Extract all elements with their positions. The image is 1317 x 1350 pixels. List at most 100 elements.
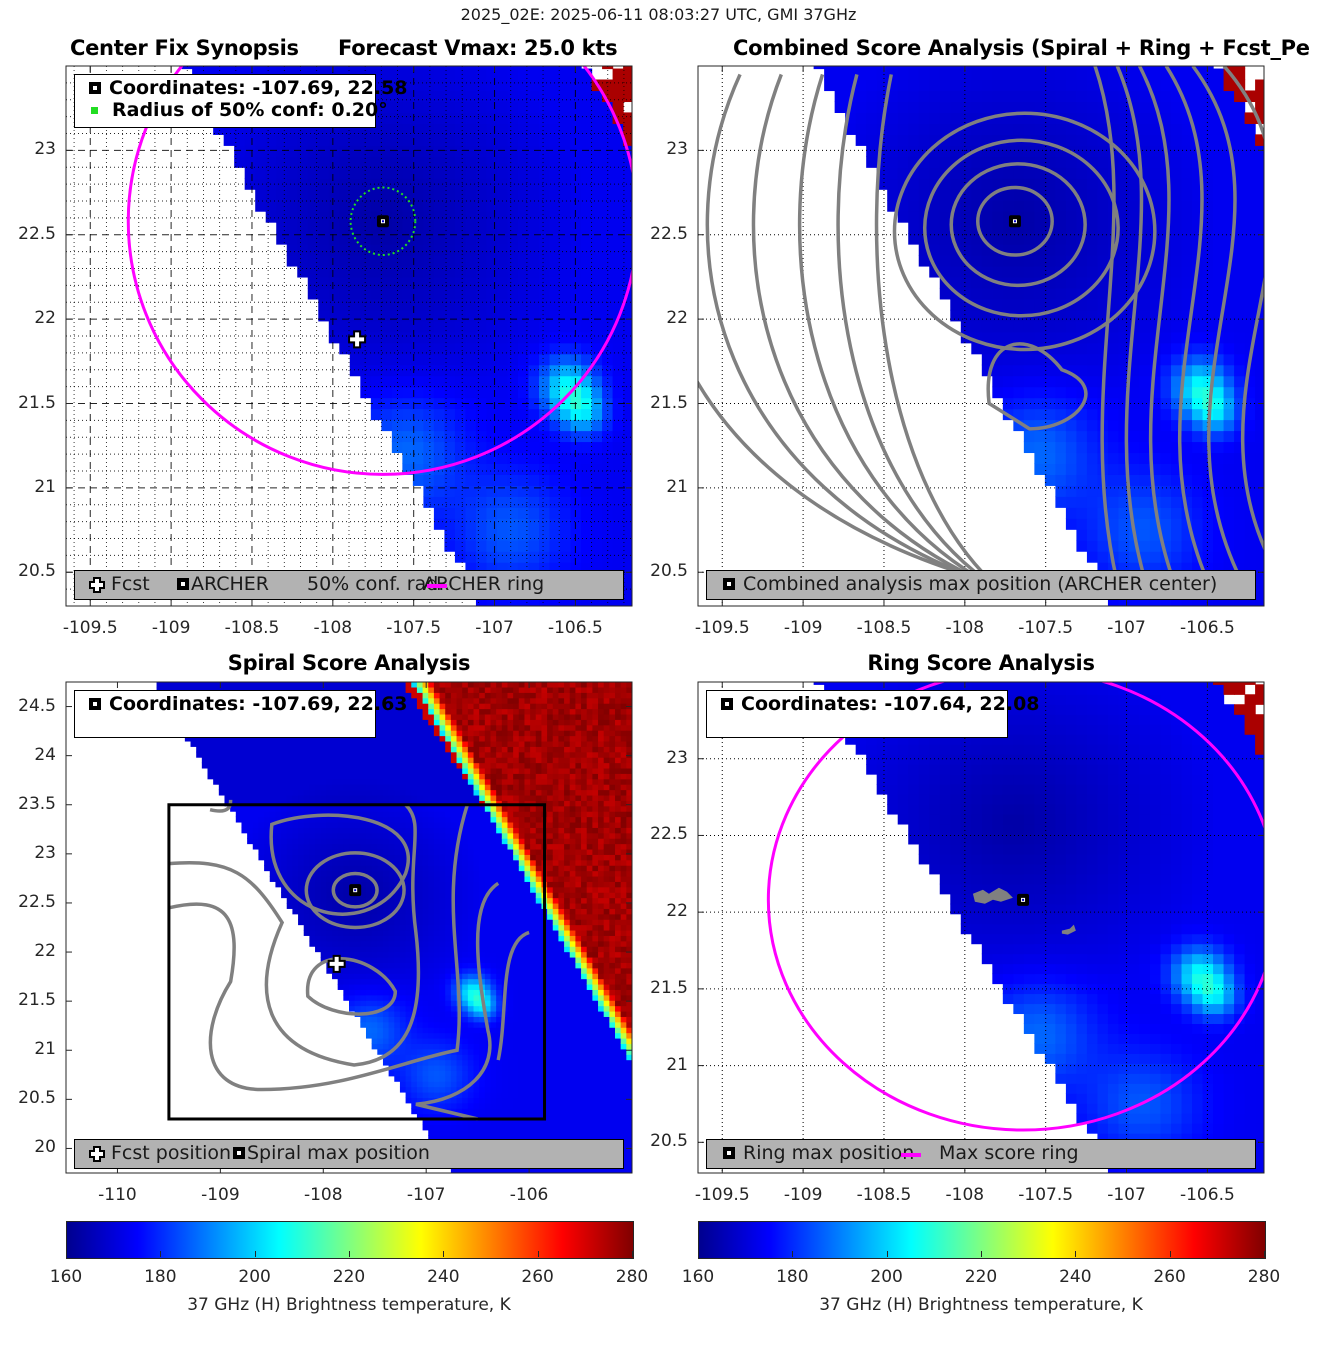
y-tick-label: 22 [34,308,56,329]
x-tick-label: -109 [783,1185,823,1205]
y-tick-label: 21.5 [650,392,688,413]
fcst-position-marker [327,954,346,973]
ring-info-legend: Coordinates: -107.64, 22.08 [706,690,1040,738]
colorbar-tick-label: 280 [1247,1267,1281,1287]
y-tick-label: 21.5 [650,977,688,998]
panel3-title: Spiral Score Analysis [227,651,471,675]
plot-area [65,65,633,607]
fcst-position-marker [348,330,367,349]
contour-line [874,74,1002,592]
heatmap-cells [813,66,1264,606]
combined-legend: Combined analysis max position (ARCHER c… [706,570,1256,600]
legend-fcst: Fcst [111,573,150,595]
archer-marker-icon [89,82,101,94]
heatmap [156,682,632,1173]
x-tick-label: -109 [151,618,191,638]
contour-line [168,804,470,1092]
colorbar-tick [66,1251,67,1257]
spiral-coordinates-text: Coordinates: -107.69, 22.63 [109,693,408,715]
colorbar-tick-label: 160 [681,1267,715,1287]
contour-line [1164,66,1210,582]
y-tick-label: 21.5 [18,392,56,413]
y-tick-label: 22 [666,901,688,922]
ring-score-axes: -109.5 -109 -108.5 -108 -107.5 -107 -106.5 20.5… [650,681,1265,1205]
heatmap [698,682,1264,1173]
colorbar-tick [160,1251,162,1257]
zoom-box [167,803,547,1121]
spiral-max-marker [349,884,362,897]
colorbar-tick [254,1251,256,1257]
x-tick-label: -109.5 [694,1185,750,1205]
ring-max-icon [723,1147,735,1159]
y-tick-label: 23 [34,139,56,160]
contour-line [751,73,989,585]
axes-frame [65,681,633,1174]
score-ring [126,66,632,476]
y-tick-label: 20.5 [18,561,56,582]
x-tick-label: -109 [783,618,823,638]
confidence-circle [349,186,417,256]
contour-line [1222,66,1264,551]
y-tick-label: 22.5 [18,891,56,912]
x-tick-label: -106.5 [1179,618,1235,638]
ring-coordinates-text: Coordinates: -107.64, 22.08 [741,693,1040,715]
colorbar-tick [349,1251,350,1257]
x-tick-label: -107 [1107,1185,1146,1205]
colorbar-right [698,1221,1266,1259]
x-tick-label: -107.5 [1018,1185,1074,1205]
contour-line [1137,66,1176,582]
x-tick-label: -108 [945,1185,985,1205]
contour-line [168,803,421,1067]
plot-area [697,681,1265,1174]
colorbar-left [66,1221,634,1259]
plot-area [697,65,1265,607]
combined-max-icon [723,578,735,590]
x-tick-label: -107 [1107,618,1146,638]
colorbar-tick [886,1251,888,1257]
contours [698,66,1264,592]
x-tick-label: -108 [313,618,353,638]
x-tick-label: -108.5 [856,618,912,638]
legend-archer-ring: ARCHER ring [423,573,545,595]
colorbar-tick-label: 240 [1059,1267,1092,1287]
x-tick-label: -107 [406,1185,446,1205]
spiral-info-legend: Coordinates: -107.69, 22.63 [74,690,408,738]
center-fix-axes: -109.5 -109 -108.5 -108 -107.5 -107 -106.5 20.5… [18,65,633,638]
contour-line [986,342,1088,431]
y-tick-label: 23.5 [18,793,56,814]
colorbar-tick-label: 200 [238,1267,271,1287]
plot-area [65,681,633,1174]
y-tick-label: 24 [34,744,56,765]
panel2-title: Combined Score Analysis (Spiral + Ring +… [733,36,1310,60]
combined-score-axes: -109.5 -109 -108.5 -108 -107.5 -107 -106.5 20.5… [650,65,1265,638]
contour-line [705,73,984,583]
x-tick-label: -107 [475,618,514,638]
contour-line [496,930,530,1061]
ring-marker-icon [721,698,733,710]
contour-line [304,851,406,930]
fcst-position-plus-icon [89,1145,105,1162]
contour-line [1191,66,1243,582]
panel4-title: Ring Score Analysis [867,651,1095,675]
panel1-title-left: Center Fix Synopsis [70,36,299,60]
plus-glyph [89,577,105,593]
y-tick-label: 22.5 [650,824,688,845]
colorbar-tick-label: 260 [1153,1267,1186,1287]
grid [66,66,632,606]
figure-suptitle: 2025_02E: 2025-06-11 08:03:27 UTC, GMI 3… [460,5,857,24]
x-tick-label: -109 [201,1185,240,1205]
colorbar-tick [537,1251,539,1257]
colorbar-tick-label: 240 [427,1267,460,1287]
y-tick-label: 23 [34,842,56,863]
contour-line [922,138,1120,318]
x-tick-label: -109.5 [694,618,750,638]
conf-radius-icon [91,106,98,114]
heatmap-cells [181,66,632,606]
contour-line [1115,66,1147,582]
ring-line-icon [427,584,447,588]
colorbar-tick [792,1251,794,1257]
heatmap-cells [813,682,1264,1173]
y-tick-label: 21.5 [18,990,56,1011]
x-tick-label: -106.5 [547,618,603,638]
y-tick-label: 20.5 [18,1088,56,1109]
